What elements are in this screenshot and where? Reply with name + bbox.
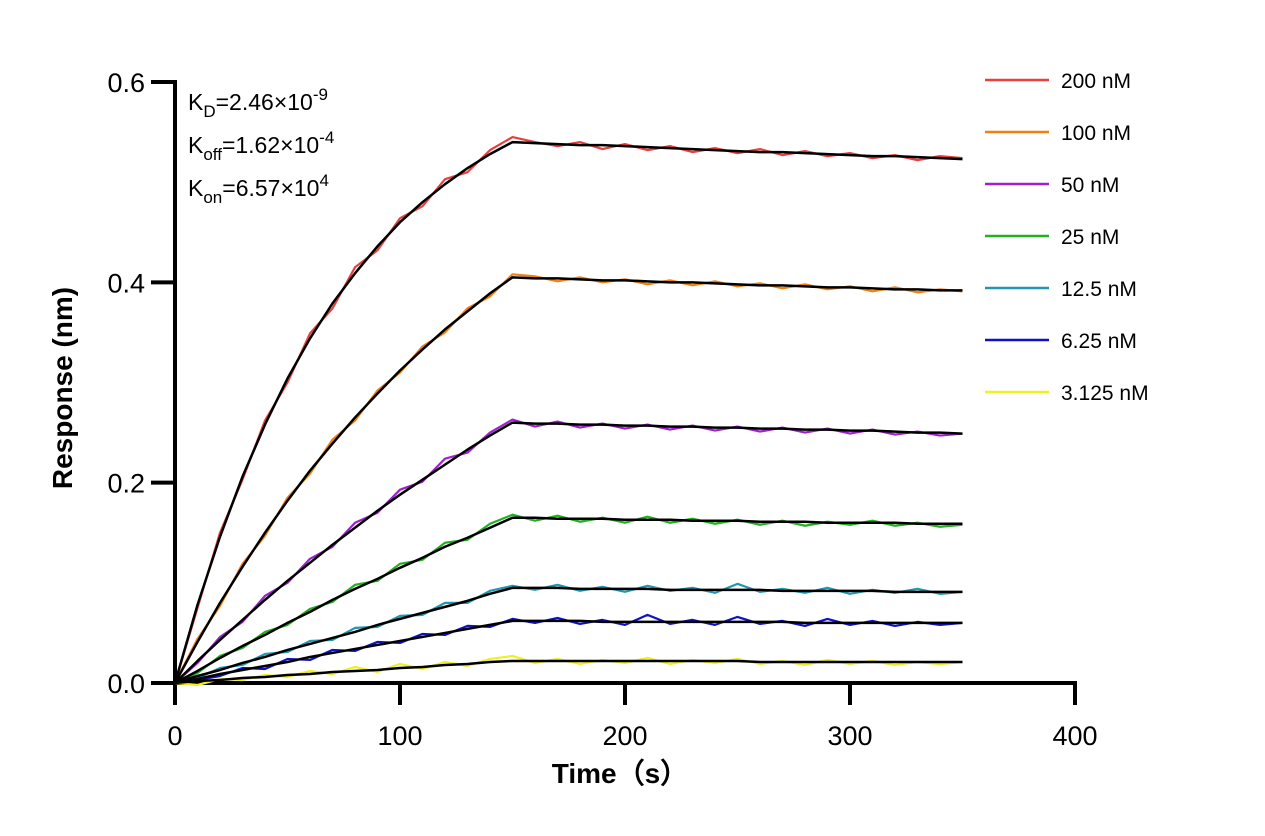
- annotation-superscript: -9: [313, 85, 328, 104]
- fit-line: [174, 619, 963, 685]
- x-tick-label: 200: [602, 721, 647, 751]
- annotation-symbol: K: [188, 175, 204, 201]
- fit-line: [173, 140, 963, 684]
- y-tick-label: 0.4: [107, 268, 145, 298]
- fit-line: [174, 516, 963, 685]
- annotation-subscript: on: [203, 188, 222, 207]
- fit-line: [174, 421, 963, 684]
- x-tick-label: 400: [1052, 721, 1097, 751]
- data-line: [174, 513, 963, 685]
- legend-label: 12.5 nM: [1061, 278, 1137, 301]
- y-tick-label: 0.6: [107, 68, 145, 98]
- legend-label: 50 nM: [1061, 174, 1119, 197]
- legend-label: 100 nM: [1061, 122, 1131, 145]
- x-tick-label: 300: [827, 721, 872, 751]
- y-tick-label: 0.2: [107, 469, 145, 499]
- legend-label: 6.25 nM: [1061, 330, 1137, 353]
- data-line: [173, 135, 963, 684]
- y-tick-label: 0.0: [107, 669, 145, 699]
- y-axis-title: Response (nm): [47, 287, 78, 489]
- annotation-subscript: D: [203, 102, 215, 121]
- annotation: Koff=1.62×10-4: [188, 128, 334, 164]
- annotation-subscript: off: [203, 145, 222, 164]
- x-axis-title: Time（s）: [552, 757, 688, 789]
- annotation-text: =6.57×10: [222, 175, 319, 201]
- fit-line: [174, 586, 963, 685]
- legend-label: 25 nM: [1061, 226, 1119, 249]
- annotation: KD=2.46×10-9: [188, 85, 328, 121]
- legend-label: 200 nM: [1061, 70, 1131, 93]
- annotation-superscript: -4: [319, 128, 334, 147]
- x-tick-label: 100: [377, 721, 422, 751]
- annotation-text: =1.62×10: [222, 132, 319, 158]
- annotation-symbol: K: [188, 89, 204, 115]
- fit-line: [174, 659, 963, 685]
- annotation-superscript: 4: [319, 171, 328, 190]
- x-tick-label: 0: [167, 721, 182, 751]
- annotation-symbol: K: [188, 132, 204, 158]
- fit-line: [173, 276, 963, 684]
- annotation-text: =2.46×10: [216, 89, 313, 115]
- annotation: Kon=6.57×104: [188, 171, 329, 207]
- data-line: [174, 418, 963, 684]
- legend-label: 3.125 nM: [1061, 382, 1149, 405]
- data-line: [174, 582, 963, 685]
